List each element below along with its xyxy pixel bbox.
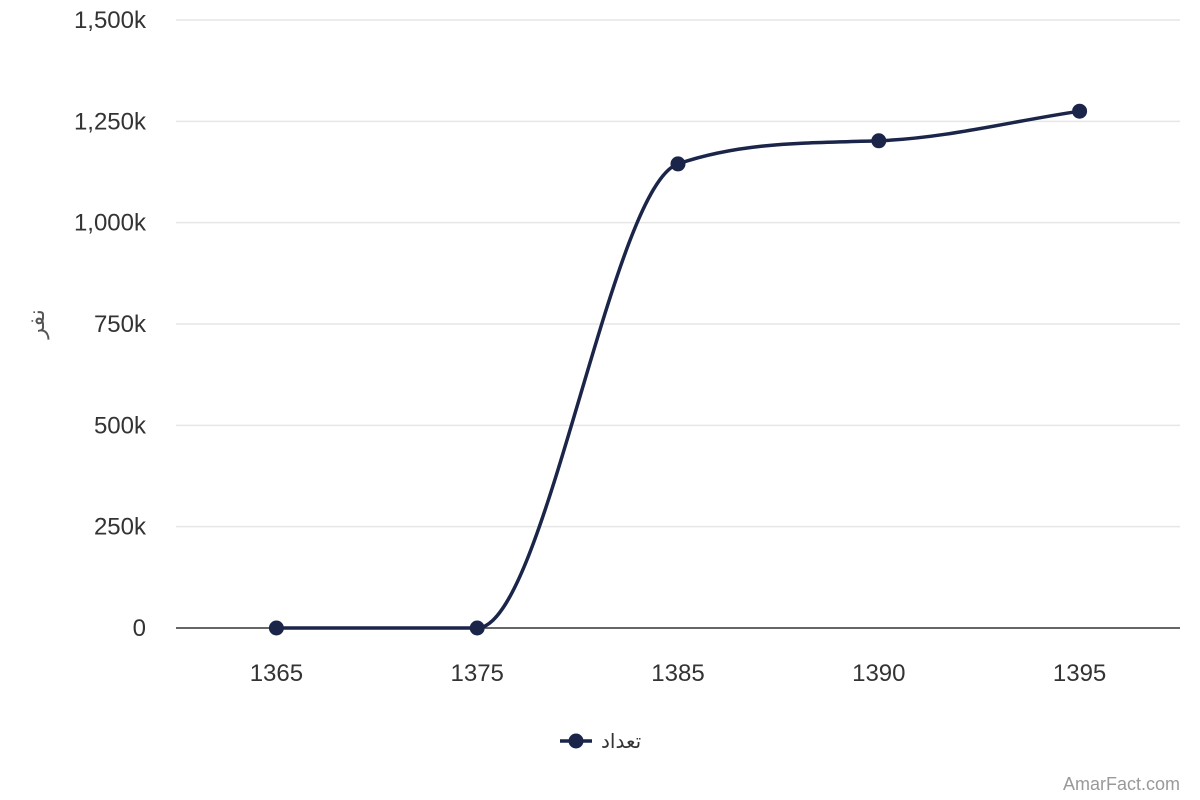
y-tick-label: 1,500k — [74, 7, 147, 34]
x-tick-labels: 1365 1375 1385 1390 1395 — [250, 660, 1107, 687]
data-point — [1072, 103, 1088, 119]
y-gridlines — [176, 19, 1180, 528]
y-tick-label: 250k — [94, 514, 147, 541]
legend-series-marker — [568, 733, 584, 749]
data-point — [871, 133, 887, 149]
y-tick-label: 1,000k — [74, 210, 147, 237]
data-point — [469, 620, 485, 636]
y-tick-label: 750k — [94, 311, 147, 338]
credits-text[interactable]: AmarFact.com — [1063, 774, 1180, 794]
data-point — [268, 620, 284, 636]
x-tick-label: 1365 — [250, 660, 303, 687]
x-tick-label: 1385 — [651, 660, 704, 687]
y-tick-label: 500k — [94, 412, 147, 439]
x-tick-label: 1395 — [1053, 660, 1106, 687]
y-axis-label: نفر — [25, 309, 50, 339]
y-tick-labels: 0 250k 500k 750k 1,000k 1,250k 1,500k — [74, 7, 147, 642]
legend[interactable]: تعداد — [560, 729, 641, 753]
legend-series-label: تعداد — [601, 729, 641, 753]
series-group — [268, 103, 1088, 636]
data-point — [670, 156, 686, 172]
y-tick-label: 1,250k — [74, 108, 147, 135]
x-tick-label: 1390 — [852, 660, 905, 687]
x-tick-label: 1375 — [451, 660, 504, 687]
y-tick-label: 0 — [133, 615, 146, 642]
series-line — [276, 109, 1080, 630]
